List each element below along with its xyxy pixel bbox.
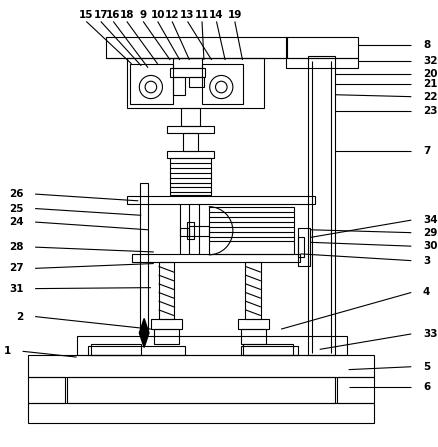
Bar bbox=[170, 158, 211, 195]
Text: 9: 9 bbox=[140, 10, 147, 20]
Text: 23: 23 bbox=[423, 106, 438, 116]
Bar bbox=[167, 126, 214, 133]
Bar bbox=[183, 133, 198, 151]
Text: 8: 8 bbox=[423, 40, 430, 50]
Text: 33: 33 bbox=[423, 329, 438, 339]
Text: 11: 11 bbox=[195, 10, 209, 20]
Text: 14: 14 bbox=[209, 10, 224, 20]
Text: 34: 34 bbox=[423, 215, 438, 225]
Bar bbox=[77, 336, 347, 355]
Bar bbox=[240, 329, 266, 344]
Text: 7: 7 bbox=[423, 146, 430, 156]
Bar bbox=[202, 64, 243, 105]
Text: 10: 10 bbox=[150, 10, 165, 20]
Bar bbox=[190, 226, 209, 236]
Bar bbox=[173, 58, 202, 68]
Text: 22: 22 bbox=[423, 92, 438, 101]
Bar bbox=[209, 207, 293, 254]
Bar bbox=[286, 37, 358, 58]
Bar bbox=[243, 344, 293, 355]
Bar bbox=[88, 346, 185, 355]
Text: 21: 21 bbox=[423, 79, 438, 89]
Text: 15: 15 bbox=[79, 10, 94, 20]
Bar bbox=[187, 222, 194, 240]
Bar bbox=[106, 37, 287, 58]
Bar bbox=[298, 237, 304, 257]
Bar bbox=[159, 261, 174, 320]
Bar bbox=[127, 196, 315, 204]
Bar bbox=[180, 228, 190, 236]
Text: 19: 19 bbox=[228, 10, 242, 20]
Text: 6: 6 bbox=[423, 382, 430, 392]
Text: 28: 28 bbox=[9, 242, 24, 252]
Text: 18: 18 bbox=[120, 10, 134, 20]
Bar bbox=[151, 320, 182, 329]
Bar bbox=[286, 58, 358, 68]
Bar bbox=[238, 320, 268, 329]
Text: 20: 20 bbox=[423, 68, 438, 79]
Bar bbox=[28, 403, 374, 423]
Bar bbox=[167, 151, 214, 158]
Text: 29: 29 bbox=[423, 228, 437, 238]
Bar bbox=[181, 108, 200, 126]
Bar bbox=[298, 228, 310, 266]
Text: 1: 1 bbox=[4, 346, 11, 356]
Text: 24: 24 bbox=[9, 217, 24, 227]
Text: 31: 31 bbox=[9, 283, 24, 294]
Text: 32: 32 bbox=[423, 56, 438, 66]
Bar bbox=[240, 346, 298, 355]
Text: 26: 26 bbox=[9, 189, 24, 199]
Bar bbox=[130, 64, 173, 105]
Bar bbox=[67, 377, 335, 403]
Bar bbox=[170, 68, 205, 77]
Text: 5: 5 bbox=[423, 362, 430, 372]
Polygon shape bbox=[139, 319, 149, 347]
Text: 2: 2 bbox=[16, 312, 24, 321]
Bar bbox=[154, 329, 179, 344]
Text: 17: 17 bbox=[93, 10, 108, 20]
Text: 27: 27 bbox=[9, 263, 24, 274]
Bar bbox=[190, 77, 204, 87]
Bar bbox=[28, 355, 374, 377]
Text: 4: 4 bbox=[423, 287, 430, 297]
Bar bbox=[308, 56, 335, 355]
Bar bbox=[140, 183, 148, 333]
Bar bbox=[173, 77, 185, 95]
Text: 25: 25 bbox=[9, 203, 24, 214]
Text: 3: 3 bbox=[423, 256, 430, 266]
Text: 13: 13 bbox=[180, 10, 195, 20]
Text: 12: 12 bbox=[165, 10, 179, 20]
Text: 30: 30 bbox=[423, 241, 438, 251]
Bar bbox=[127, 58, 264, 108]
Bar bbox=[245, 261, 261, 320]
Bar bbox=[28, 377, 65, 403]
Bar bbox=[131, 254, 300, 261]
Bar bbox=[337, 377, 374, 403]
Text: 16: 16 bbox=[106, 10, 120, 20]
Bar bbox=[91, 344, 141, 355]
